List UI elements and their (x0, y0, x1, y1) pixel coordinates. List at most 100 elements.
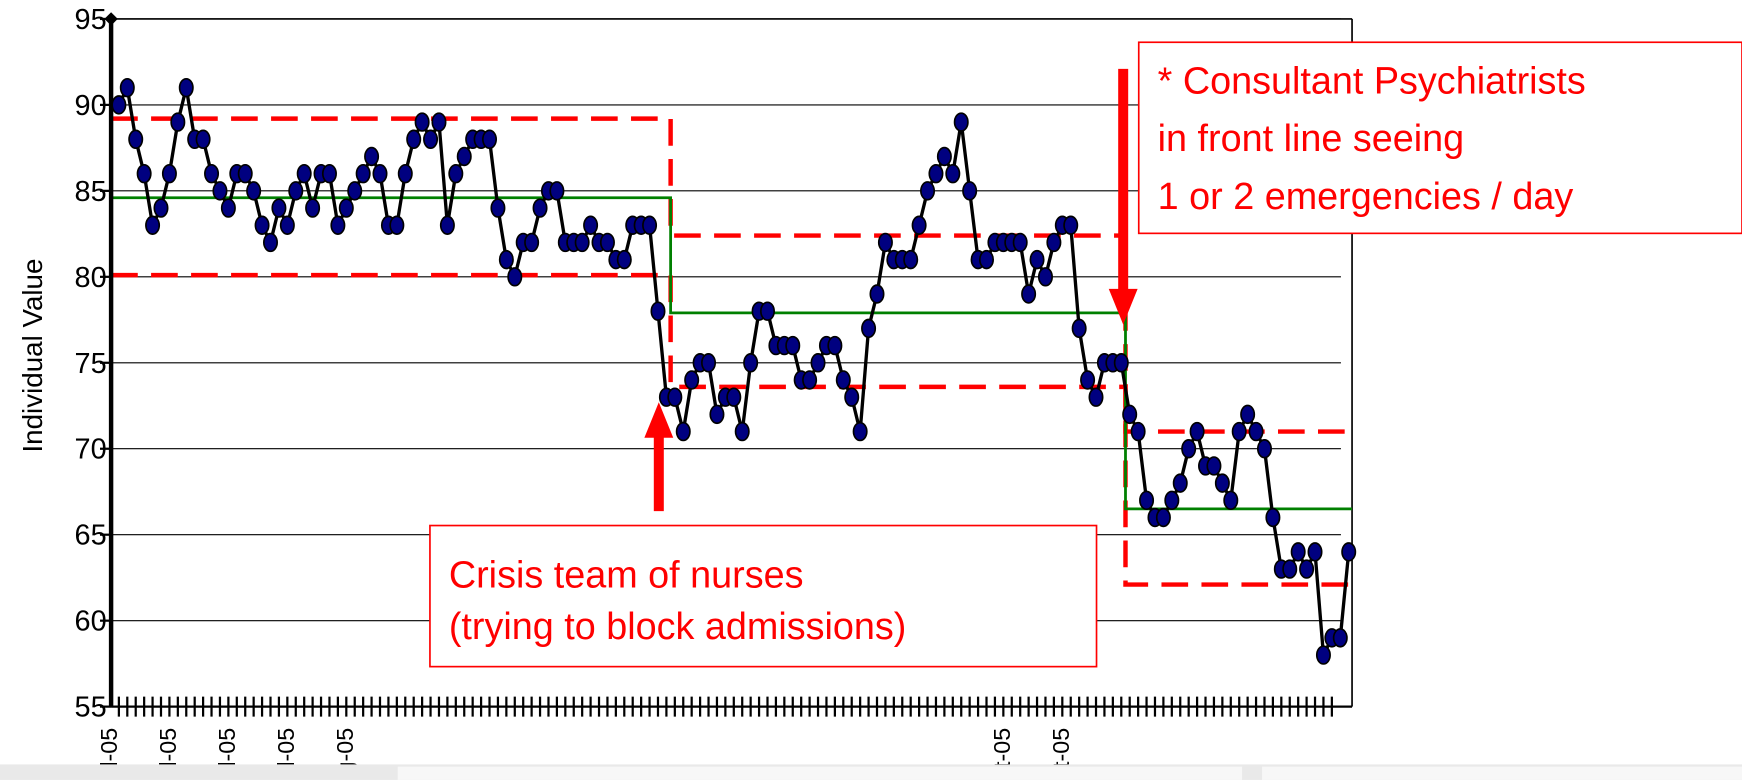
data-point (220, 198, 236, 218)
bottom-overlay-panel (1262, 766, 1742, 780)
data-point (1189, 421, 1205, 442)
data-point (726, 387, 742, 407)
y-tick-label: 85 (75, 176, 107, 208)
data-point (271, 198, 287, 218)
data-point (1223, 490, 1239, 511)
data-point (204, 163, 220, 184)
data-point (1139, 490, 1155, 511)
data-point (911, 215, 927, 235)
data-point (153, 198, 169, 218)
data-point (423, 129, 439, 150)
arrow-head (1108, 288, 1138, 325)
data-point (456, 146, 472, 167)
data-point (1181, 439, 1197, 459)
data-point (675, 421, 691, 442)
data-point (397, 163, 413, 184)
bottom-overlay-panel (397, 766, 1243, 780)
annotation-text: (trying to block admissions) (449, 606, 907, 648)
data-point (321, 163, 337, 184)
data-point (920, 181, 936, 201)
data-point (170, 112, 186, 132)
data-point (1080, 370, 1096, 390)
data-point (1282, 559, 1298, 579)
data-point (406, 129, 422, 150)
annotation-box (1137, 41, 1742, 235)
data-point (212, 181, 228, 201)
data-point (195, 129, 211, 150)
data-point (145, 215, 161, 235)
data-point (1265, 507, 1281, 528)
data-point (1063, 215, 1079, 235)
data-point (802, 370, 818, 390)
x-tick-label: t-05 (989, 728, 1015, 768)
data-point (1122, 404, 1138, 425)
arrow-head (644, 402, 674, 438)
data-point (237, 163, 253, 184)
data-point (482, 129, 498, 150)
data-point (372, 163, 388, 184)
data-point (827, 335, 843, 356)
data-point (844, 387, 860, 407)
data-point (667, 387, 683, 407)
data-point (279, 215, 295, 235)
data-point (650, 301, 666, 321)
axis-end-marker (104, 12, 118, 26)
data-point (616, 249, 632, 270)
data-point (549, 181, 565, 201)
data-point (414, 112, 430, 132)
data-point (355, 163, 371, 184)
data-point (1155, 507, 1171, 528)
data-point (1299, 559, 1315, 579)
data-point (574, 232, 590, 253)
data-point (1021, 284, 1037, 304)
y-tick-label: 90 (75, 90, 107, 122)
data-point (903, 249, 919, 270)
data-point (785, 335, 801, 356)
data-point (288, 181, 304, 201)
data-point (296, 163, 312, 184)
data-point (1307, 542, 1323, 562)
data-point (701, 353, 717, 373)
data-point (1037, 267, 1053, 287)
y-tick-label: 70 (75, 434, 107, 466)
data-point (928, 163, 944, 184)
data-point (111, 95, 127, 115)
data-point (852, 421, 868, 442)
data-point (439, 215, 455, 235)
annotation-box (429, 524, 1098, 668)
y-tick-label: 75 (75, 348, 107, 380)
data-point (1088, 387, 1104, 407)
data-point (1164, 490, 1180, 511)
data-point (431, 112, 447, 132)
data-point (128, 129, 144, 150)
data-point (178, 77, 194, 98)
data-point (1172, 473, 1188, 493)
data-point (1248, 421, 1264, 442)
data-point (389, 215, 405, 235)
ucl-line (111, 116, 1353, 434)
data-point (810, 353, 826, 373)
data-point (835, 370, 851, 390)
data-point (599, 232, 615, 253)
data-point (953, 112, 969, 132)
data-point (1240, 404, 1256, 425)
data-point (1315, 645, 1331, 665)
data-point (1046, 232, 1062, 253)
data-point (507, 267, 523, 287)
x-tick-label: t-05 (1048, 728, 1074, 768)
data-point (1290, 542, 1306, 562)
data-point (330, 215, 346, 235)
data-point (262, 232, 278, 253)
data-point (136, 163, 152, 184)
y-tick-label: 55 (75, 692, 107, 724)
data-point (979, 249, 995, 270)
data-point (1206, 456, 1222, 476)
data-point (119, 77, 135, 98)
data-point (524, 232, 540, 253)
data-point (1214, 473, 1230, 493)
data-point (1332, 628, 1348, 648)
data-point (490, 198, 506, 218)
data-point (532, 198, 548, 218)
